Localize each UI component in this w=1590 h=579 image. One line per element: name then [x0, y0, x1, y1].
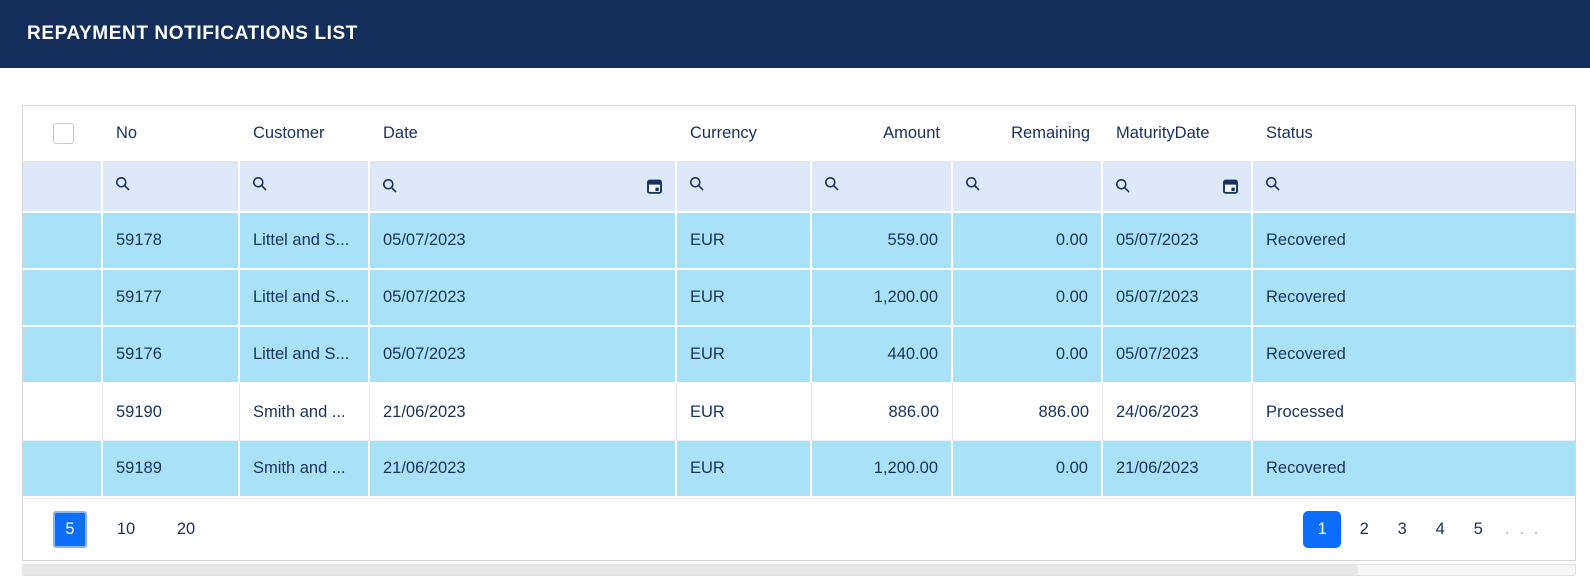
- cell-remaining[interactable]: 0.00: [953, 327, 1103, 384]
- column-header-currency[interactable]: Currency: [677, 106, 812, 161]
- row-select-cell[interactable]: [23, 327, 103, 384]
- table-row[interactable]: 59177 Littel and S... 05/07/2023 EUR 1,2…: [23, 270, 1575, 327]
- cell-remaining[interactable]: 886.00: [953, 384, 1103, 441]
- filter-input-currency[interactable]: [677, 161, 812, 213]
- filter-input-date[interactable]: [370, 161, 677, 213]
- cell-amount[interactable]: 1,200.00: [812, 270, 953, 327]
- column-header-date[interactable]: Date: [370, 106, 677, 161]
- horizontal-scrollbar[interactable]: [22, 564, 1576, 576]
- repayment-notifications-grid: No Customer Date Currency Amount Remaini…: [22, 105, 1576, 561]
- select-all-cell: [23, 106, 103, 161]
- column-header-status[interactable]: Status: [1253, 106, 1575, 161]
- row-select-cell[interactable]: [23, 384, 103, 441]
- page-4-button[interactable]: 4: [1435, 520, 1445, 538]
- filter-input-customer[interactable]: [240, 161, 370, 213]
- page-size-5-button[interactable]: 5: [53, 511, 87, 548]
- column-header-no[interactable]: No: [103, 106, 240, 161]
- page-title: REPAYMENT NOTIFICATIONS LIST: [27, 23, 359, 44]
- page-navigator: 1 2 3 4 5 . . .: [1295, 511, 1541, 548]
- search-icon: [115, 176, 131, 192]
- column-header-customer[interactable]: Customer: [240, 106, 370, 161]
- cell-remaining[interactable]: 0.00: [953, 441, 1103, 498]
- cell-date[interactable]: 21/06/2023: [370, 384, 677, 441]
- pager: 5 10 20 1 2 3 4 5 . . .: [23, 498, 1575, 560]
- cell-currency[interactable]: EUR: [677, 441, 812, 498]
- cell-currency[interactable]: EUR: [677, 270, 812, 327]
- page-5-button[interactable]: 5: [1473, 520, 1483, 538]
- page-3-button[interactable]: 3: [1397, 520, 1407, 538]
- filter-cell-checkbox: [23, 161, 103, 213]
- cell-date[interactable]: 21/06/2023: [370, 441, 677, 498]
- cell-currency[interactable]: EUR: [677, 327, 812, 384]
- page-size-20-button[interactable]: 20: [176, 520, 196, 538]
- cell-amount[interactable]: 440.00: [812, 327, 953, 384]
- cell-status[interactable]: Recovered: [1253, 270, 1575, 327]
- cell-maturitydate[interactable]: 05/07/2023: [1103, 327, 1253, 384]
- cell-status[interactable]: Recovered: [1253, 327, 1575, 384]
- search-icon: [382, 178, 398, 194]
- filter-input-maturitydate[interactable]: [1103, 161, 1253, 213]
- page-size-10-button[interactable]: 10: [116, 520, 136, 538]
- cell-maturitydate[interactable]: 05/07/2023: [1103, 270, 1253, 327]
- cell-customer[interactable]: Littel and S...: [240, 327, 370, 384]
- cell-currency[interactable]: EUR: [677, 213, 812, 270]
- cell-no[interactable]: 59178: [103, 213, 240, 270]
- search-icon: [824, 176, 840, 192]
- cell-maturitydate[interactable]: 24/06/2023: [1103, 384, 1253, 441]
- title-bar: REPAYMENT NOTIFICATIONS LIST: [0, 0, 1590, 68]
- filter-input-status[interactable]: [1253, 161, 1575, 213]
- pager-ellipsis: . . .: [1505, 521, 1541, 538]
- cell-maturitydate[interactable]: 05/07/2023: [1103, 213, 1253, 270]
- horizontal-scrollbar-thumb[interactable]: [23, 565, 1358, 575]
- calendar-icon[interactable]: [1222, 178, 1239, 195]
- header-row: No Customer Date Currency Amount Remaini…: [23, 106, 1575, 161]
- row-select-cell[interactable]: [23, 213, 103, 270]
- table-row[interactable]: 59190 Smith and ... 21/06/2023 EUR 886.0…: [23, 384, 1575, 441]
- filter-input-amount[interactable]: [812, 161, 953, 213]
- search-icon: [689, 176, 705, 192]
- cell-no[interactable]: 59176: [103, 327, 240, 384]
- page-1-button[interactable]: 1: [1303, 511, 1342, 548]
- cell-date[interactable]: 05/07/2023: [370, 213, 677, 270]
- column-header-amount[interactable]: Amount: [812, 106, 953, 161]
- cell-customer[interactable]: Littel and S...: [240, 270, 370, 327]
- row-select-cell[interactable]: [23, 270, 103, 327]
- cell-no[interactable]: 59177: [103, 270, 240, 327]
- calendar-icon[interactable]: [646, 178, 663, 195]
- page-2-button[interactable]: 2: [1359, 520, 1369, 538]
- cell-customer[interactable]: Smith and ...: [240, 441, 370, 498]
- cell-no[interactable]: 59189: [103, 441, 240, 498]
- cell-no[interactable]: 59190: [103, 384, 240, 441]
- search-icon: [252, 176, 268, 192]
- cell-remaining[interactable]: 0.00: [953, 270, 1103, 327]
- cell-amount[interactable]: 886.00: [812, 384, 953, 441]
- cell-status[interactable]: Recovered: [1253, 213, 1575, 270]
- table-row[interactable]: 59189 Smith and ... 21/06/2023 EUR 1,200…: [23, 441, 1575, 498]
- cell-currency[interactable]: EUR: [677, 384, 812, 441]
- filter-input-no[interactable]: [103, 161, 240, 213]
- table-row[interactable]: 59178 Littel and S... 05/07/2023 EUR 559…: [23, 213, 1575, 270]
- row-select-cell[interactable]: [23, 441, 103, 498]
- filter-input-remaining[interactable]: [953, 161, 1103, 213]
- search-icon: [1265, 176, 1281, 192]
- filter-row: [23, 161, 1575, 213]
- cell-amount[interactable]: 559.00: [812, 213, 953, 270]
- table-row[interactable]: 59176 Littel and S... 05/07/2023 EUR 440…: [23, 327, 1575, 384]
- cell-status[interactable]: Recovered: [1253, 441, 1575, 498]
- cell-status[interactable]: Processed: [1253, 384, 1575, 441]
- cell-customer[interactable]: Littel and S...: [240, 213, 370, 270]
- cell-amount[interactable]: 1,200.00: [812, 441, 953, 498]
- cell-date[interactable]: 05/07/2023: [370, 327, 677, 384]
- select-all-checkbox[interactable]: [52, 123, 74, 144]
- search-icon: [1115, 178, 1131, 194]
- data-grid-table: No Customer Date Currency Amount Remaini…: [23, 106, 1575, 498]
- search-icon: [965, 176, 981, 192]
- cell-customer[interactable]: Smith and ...: [240, 384, 370, 441]
- column-header-remaining[interactable]: Remaining: [953, 106, 1103, 161]
- column-header-maturitydate[interactable]: MaturityDate: [1103, 106, 1253, 161]
- page-size-selector: 5 10 20: [53, 511, 229, 548]
- cell-remaining[interactable]: 0.00: [953, 213, 1103, 270]
- cell-maturitydate[interactable]: 21/06/2023: [1103, 441, 1253, 498]
- cell-date[interactable]: 05/07/2023: [370, 270, 677, 327]
